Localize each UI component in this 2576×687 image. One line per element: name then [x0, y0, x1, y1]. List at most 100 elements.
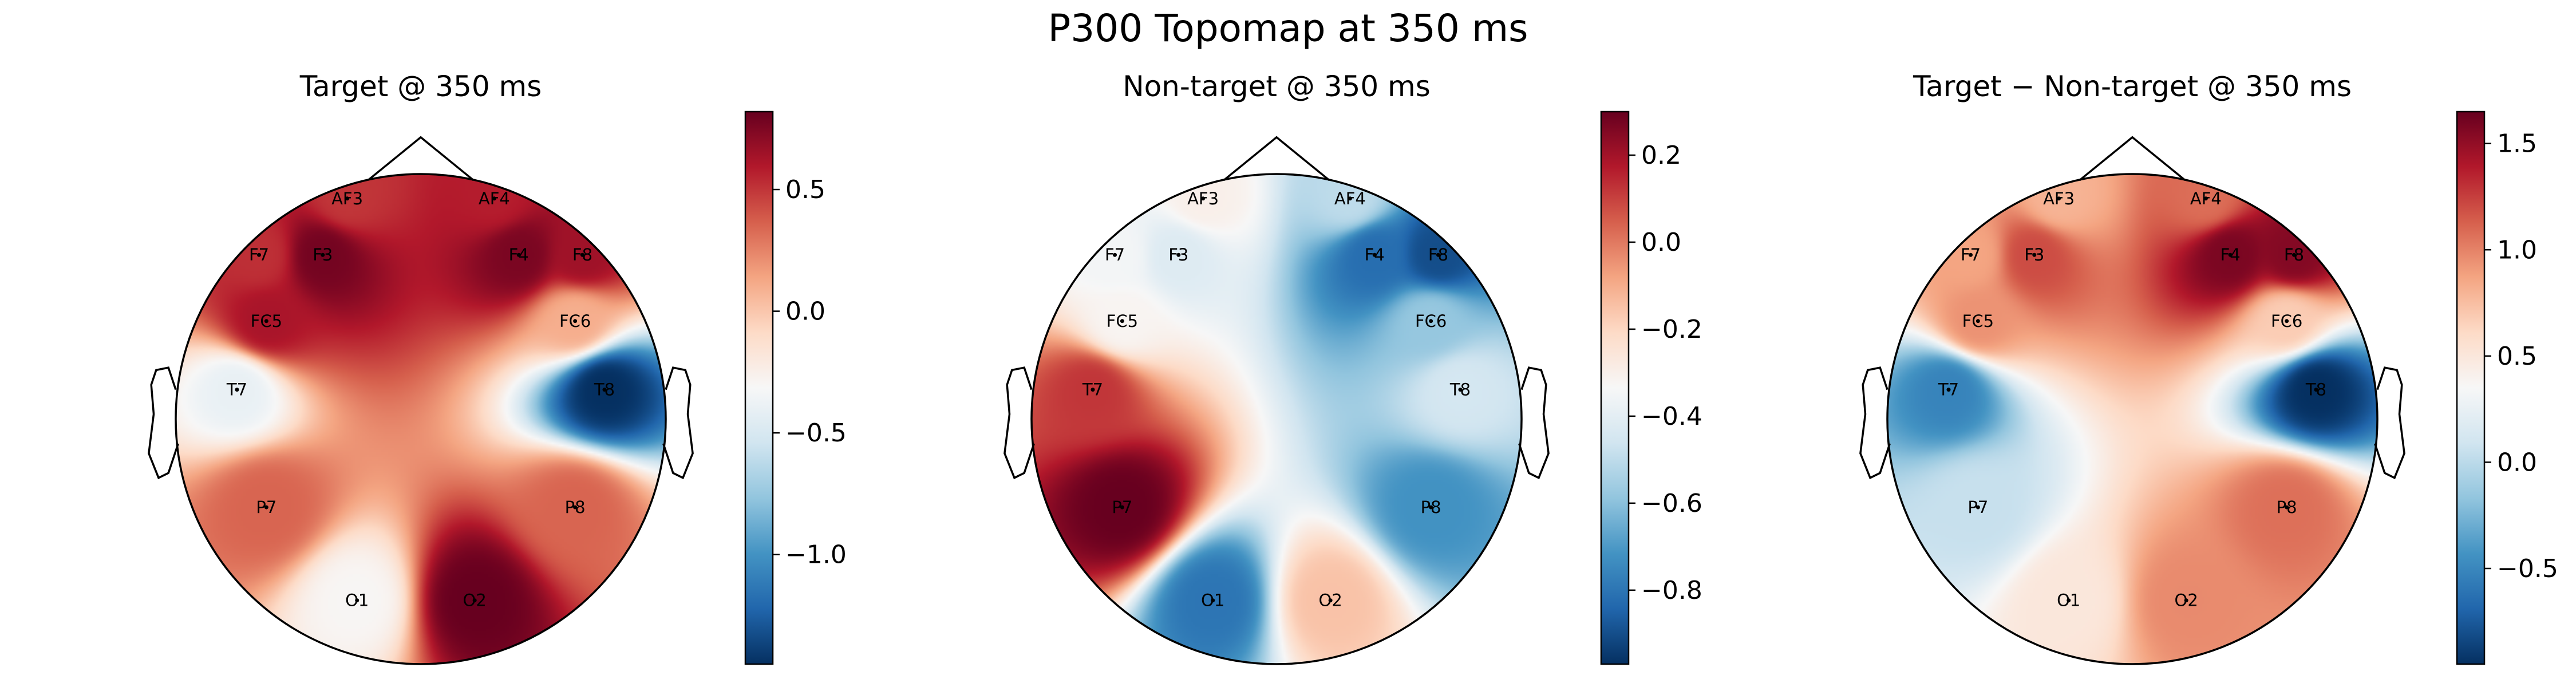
- channel-label: AF3: [331, 189, 363, 208]
- channel-label: AF4: [1334, 189, 1366, 208]
- colorbar: [744, 110, 774, 665]
- sensor-marker: [1091, 388, 1095, 392]
- sensor-marker: [1120, 319, 1124, 323]
- channel-label: FC6: [1415, 311, 1447, 331]
- sensor-marker: [1372, 252, 1377, 257]
- sensor-marker: [602, 388, 607, 392]
- channel-label: F7: [249, 245, 269, 264]
- colorbar-tick-label: 1.5: [2497, 129, 2537, 159]
- topomap-field: [1887, 174, 2377, 664]
- colorbar: [2456, 110, 2486, 665]
- sensor-marker: [1328, 598, 1333, 603]
- sensor-marker: [580, 252, 584, 257]
- right-ear-outline: [2374, 366, 2405, 480]
- channel-label: P8: [565, 498, 586, 517]
- sensor-marker: [573, 319, 578, 323]
- left-ear-outline: [1859, 366, 1891, 480]
- channel-label: FC6: [559, 311, 591, 331]
- sensor-marker: [257, 252, 262, 257]
- left-ear-outline: [1003, 366, 1035, 480]
- sensor-marker: [1976, 505, 1980, 510]
- sensor-marker: [573, 505, 578, 510]
- sensor-marker: [264, 319, 268, 323]
- colorbar-tick-label: 0.0: [2497, 448, 2537, 477]
- right-ear-outline: [662, 366, 694, 480]
- panel-title-nontarget: Non-target @ 350 ms: [1123, 70, 1431, 103]
- channel-label: T7: [1938, 380, 1959, 400]
- colorbar-tick-label: 0.0: [785, 297, 825, 326]
- head-outline: [1886, 173, 2379, 665]
- sensor-marker: [2285, 319, 2289, 323]
- head-outline: [1030, 173, 1523, 665]
- sensor-marker: [1436, 252, 1440, 257]
- channel-label: F7: [1105, 245, 1125, 264]
- channel-label: O2: [463, 591, 487, 610]
- sensor-marker: [2067, 598, 2071, 603]
- sensor-marker: [2228, 252, 2233, 257]
- channel-label: FC5: [251, 311, 282, 331]
- channel-label: T8: [1449, 380, 1471, 400]
- channel-label: FC6: [2271, 311, 2302, 331]
- channel-label: P7: [1967, 498, 1988, 517]
- channel-label: AF3: [1187, 189, 1219, 208]
- colorbar-tick-label: −0.6: [1641, 489, 1702, 518]
- sensor-marker: [1176, 252, 1181, 257]
- sensor-marker: [1946, 388, 1951, 392]
- topomap-panel-nontarget: Non-target @ 350 ms AF3 AF4 F7 F3 F4 F8 FC5 FC6…: [1003, 70, 1702, 665]
- channel-label: F4: [509, 245, 529, 264]
- colorbar-tick-label: 0.2: [1641, 141, 1681, 170]
- colorbar-tick-label: 0.5: [2497, 342, 2537, 371]
- sensor-marker: [1201, 196, 1206, 201]
- sensor-marker: [1113, 252, 1117, 257]
- colorbar-tick-label: −0.8: [1641, 576, 1702, 605]
- channel-label: P7: [1112, 498, 1132, 517]
- colorbar-tick-label: 0.5: [785, 175, 825, 204]
- channel-label: F8: [2284, 245, 2304, 264]
- sensor-marker: [1348, 196, 1352, 201]
- head-outline: [175, 173, 667, 665]
- sensor-marker: [345, 196, 350, 201]
- colorbar-tick-label: −1.0: [785, 540, 847, 570]
- channel-label: F4: [1365, 245, 1385, 264]
- nose-outline: [1223, 136, 1330, 181]
- nose-outline: [2079, 136, 2186, 181]
- channel-label: FC5: [1962, 311, 1994, 331]
- sensor-marker: [2032, 252, 2037, 257]
- channel-label: O2: [1319, 591, 1342, 610]
- channel-label: F3: [2024, 245, 2044, 264]
- topomap-field: [176, 174, 666, 664]
- colorbar-tick-label: −0.2: [1641, 315, 1702, 344]
- colorbar-tick-label: −0.4: [1641, 402, 1702, 431]
- sensor-marker: [516, 252, 521, 257]
- sensor-marker: [2314, 388, 2318, 392]
- channel-label: T7: [226, 380, 247, 400]
- left-ear-outline: [148, 366, 179, 480]
- colorbar-tick-label: −0.5: [785, 418, 847, 448]
- sensor-marker: [1976, 319, 1980, 323]
- channel-label: F3: [1168, 245, 1188, 264]
- topomap-panel-target: Target @ 350 ms AF3 AF4 F7 F3 F4 F8 FC5 FC6 T7 T8…: [148, 70, 847, 665]
- channel-label: AF3: [2043, 189, 2075, 208]
- sensor-marker: [2203, 196, 2208, 201]
- right-ear-outline: [1518, 366, 1550, 480]
- sensor-marker: [1429, 505, 1433, 510]
- sensor-marker: [2291, 252, 2296, 257]
- channel-label: AF4: [479, 189, 510, 208]
- channel-label: FC5: [1107, 311, 1138, 331]
- channel-label: O1: [345, 591, 369, 610]
- sensor-marker: [492, 196, 496, 201]
- figure-title: P300 Topomap at 350 ms: [1048, 6, 1528, 50]
- sensor-marker: [2285, 505, 2289, 510]
- channel-label: O2: [2175, 591, 2198, 610]
- sensor-marker: [2184, 598, 2188, 603]
- channel-label: P7: [256, 498, 276, 517]
- nose-outline: [367, 136, 475, 181]
- panel-title-difference: Target − Non-target @ 350 ms: [1913, 70, 2352, 103]
- colorbar-tick-label: −0.5: [2497, 554, 2558, 583]
- channel-label: P8: [1421, 498, 1441, 517]
- sensor-marker: [264, 505, 268, 510]
- sensor-marker: [1429, 319, 1433, 323]
- channel-label: O1: [2057, 591, 2080, 610]
- channel-label: O1: [1201, 591, 1224, 610]
- sensor-marker: [1458, 388, 1463, 392]
